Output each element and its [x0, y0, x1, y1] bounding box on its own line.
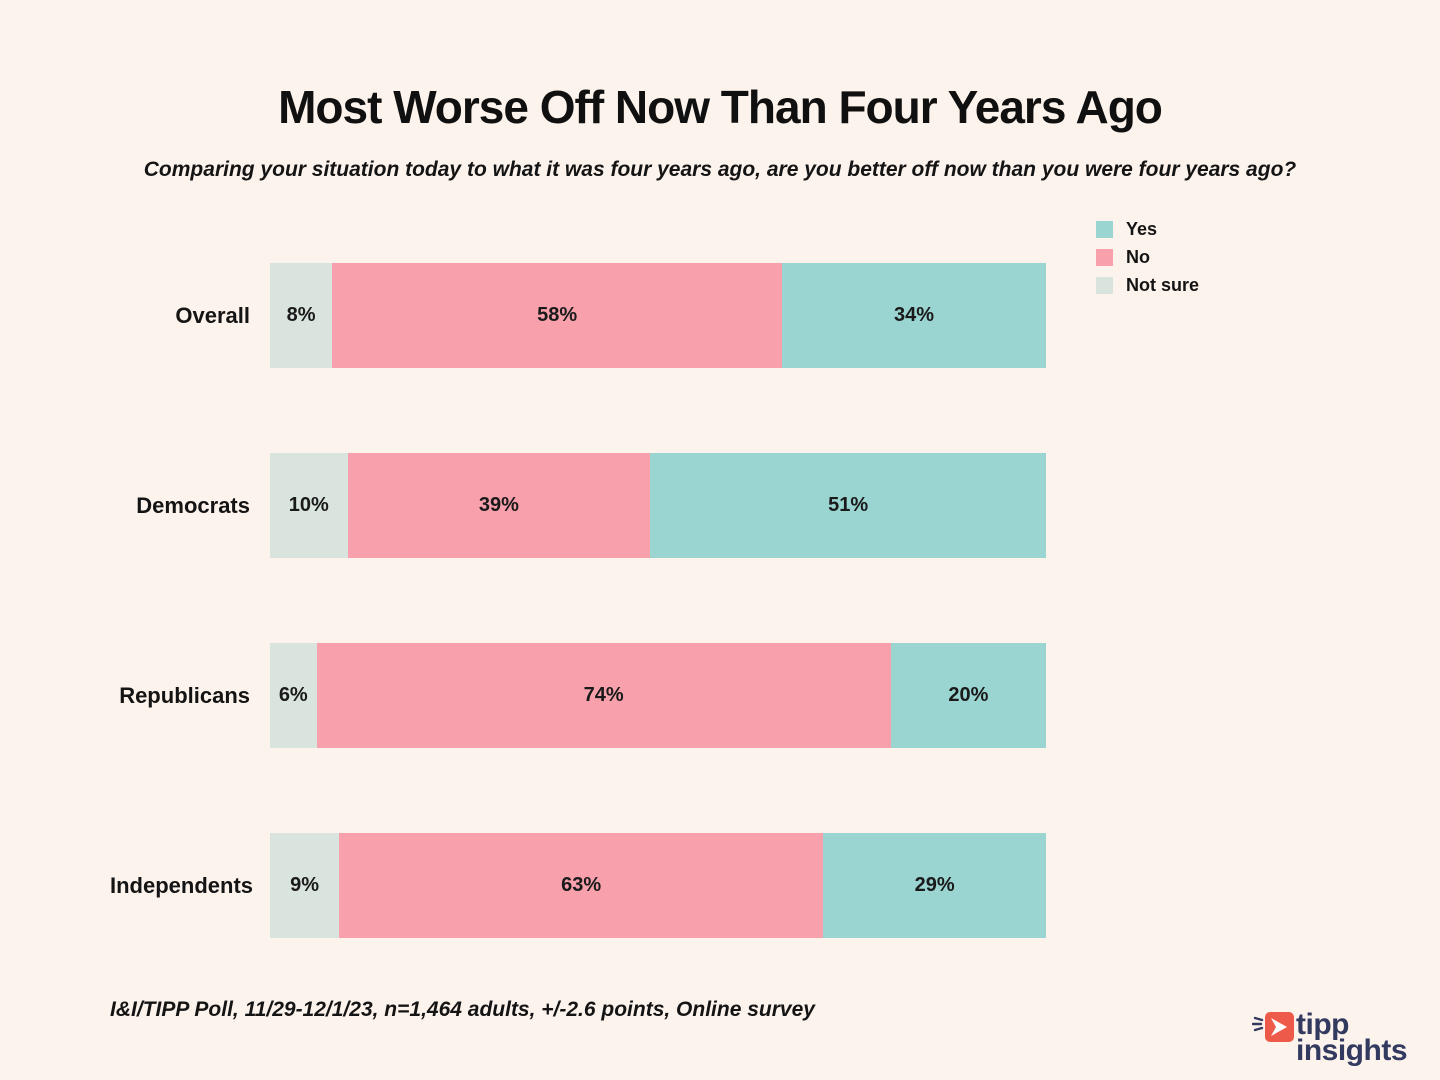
- bar-value-label: 51%: [828, 494, 869, 516]
- bar-value-label: 29%: [914, 874, 955, 896]
- bar-track: 6% 74% 20%: [270, 643, 1046, 748]
- stacked-bar-chart: Overall 8% 58% 34% Democrats 10% 39% 51% Republi…: [110, 263, 1046, 938]
- logo-word-tipp: tipp: [1296, 1008, 1349, 1041]
- bar-segment-yes: 29%: [823, 833, 1046, 938]
- legend-item-not-sure: Not sure: [1096, 275, 1199, 296]
- bar-row: Democrats 10% 39% 51%: [110, 453, 1046, 558]
- source-footnote: I&I/TIPP Poll, 11/29-12/1/23, n=1,464 ad…: [110, 998, 815, 1021]
- bar-value-label: 39%: [478, 494, 519, 516]
- bar-value-label: 20%: [948, 684, 989, 706]
- bar-segment-not-sure: 8%: [270, 263, 333, 368]
- chart-subtitle: Comparing your situation today to what i…: [143, 158, 1297, 181]
- bar-value-label: 9%: [290, 874, 320, 896]
- bar-value-label: 74%: [583, 684, 624, 706]
- logo-word-insights: insights: [1296, 1034, 1408, 1067]
- bar-value-label: 6%: [278, 684, 308, 706]
- bar-track: 8% 58% 34%: [270, 263, 1046, 368]
- bar-segment-no: 58%: [332, 263, 783, 368]
- bar-value-label: 8%: [286, 304, 316, 326]
- bar-value-label: 34%: [894, 304, 935, 326]
- bar-segment-yes: 34%: [782, 263, 1046, 368]
- chart-title: Most Worse Off Now Than Four Years Ago: [278, 81, 1163, 133]
- category-label: Independents: [110, 872, 254, 898]
- category-label: Republicans: [119, 682, 250, 708]
- chart-legend: Yes No Not sure: [1096, 219, 1199, 303]
- legend-label: Not sure: [1126, 275, 1200, 295]
- category-label: Overall: [175, 302, 250, 328]
- bar-segment-not-sure: 6%: [270, 643, 317, 748]
- bar-track: 9% 63% 29%: [270, 833, 1046, 938]
- legend-label: Yes: [1126, 219, 1158, 239]
- legend-swatch-icon: [1096, 249, 1113, 266]
- bar-row: Overall 8% 58% 34%: [110, 263, 1046, 368]
- bar-segment-no: 63%: [339, 833, 824, 938]
- bar-value-label: 10%: [288, 494, 329, 516]
- bar-row: Republicans 6% 74% 20%: [110, 643, 1046, 748]
- bar-row: Independents 9% 63% 29%: [110, 833, 1046, 938]
- legend-swatch-icon: [1096, 221, 1113, 238]
- tipp-insights-logo: tipp insights: [1251, 1008, 1408, 1067]
- bar-segment-yes: 51%: [650, 453, 1046, 558]
- tipp-logo-icon: [1251, 1008, 1294, 1052]
- legend-item-yes: Yes: [1096, 219, 1199, 240]
- bar-value-label: 63%: [561, 874, 602, 896]
- legend-item-no: No: [1096, 247, 1199, 268]
- bar-segment-no: 39%: [347, 453, 651, 558]
- legend-label: No: [1126, 247, 1150, 267]
- bar-segment-no: 74%: [316, 643, 891, 748]
- category-label: Democrats: [136, 492, 250, 518]
- tipp-logo-text: tipp insights: [1296, 1008, 1408, 1067]
- bar-track: 10% 39% 51%: [270, 453, 1046, 558]
- bar-value-label: 58%: [537, 304, 578, 326]
- bar-segment-yes: 20%: [890, 643, 1046, 748]
- bar-segment-not-sure: 10%: [270, 453, 348, 558]
- bar-segment-not-sure: 9%: [270, 833, 340, 938]
- legend-swatch-icon: [1096, 277, 1113, 294]
